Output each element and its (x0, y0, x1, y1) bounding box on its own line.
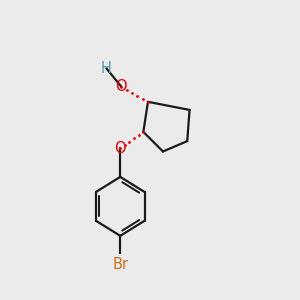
Text: O: O (116, 79, 127, 94)
Text: Br: Br (112, 256, 128, 272)
Text: O: O (114, 140, 126, 155)
Text: H: H (101, 61, 112, 76)
